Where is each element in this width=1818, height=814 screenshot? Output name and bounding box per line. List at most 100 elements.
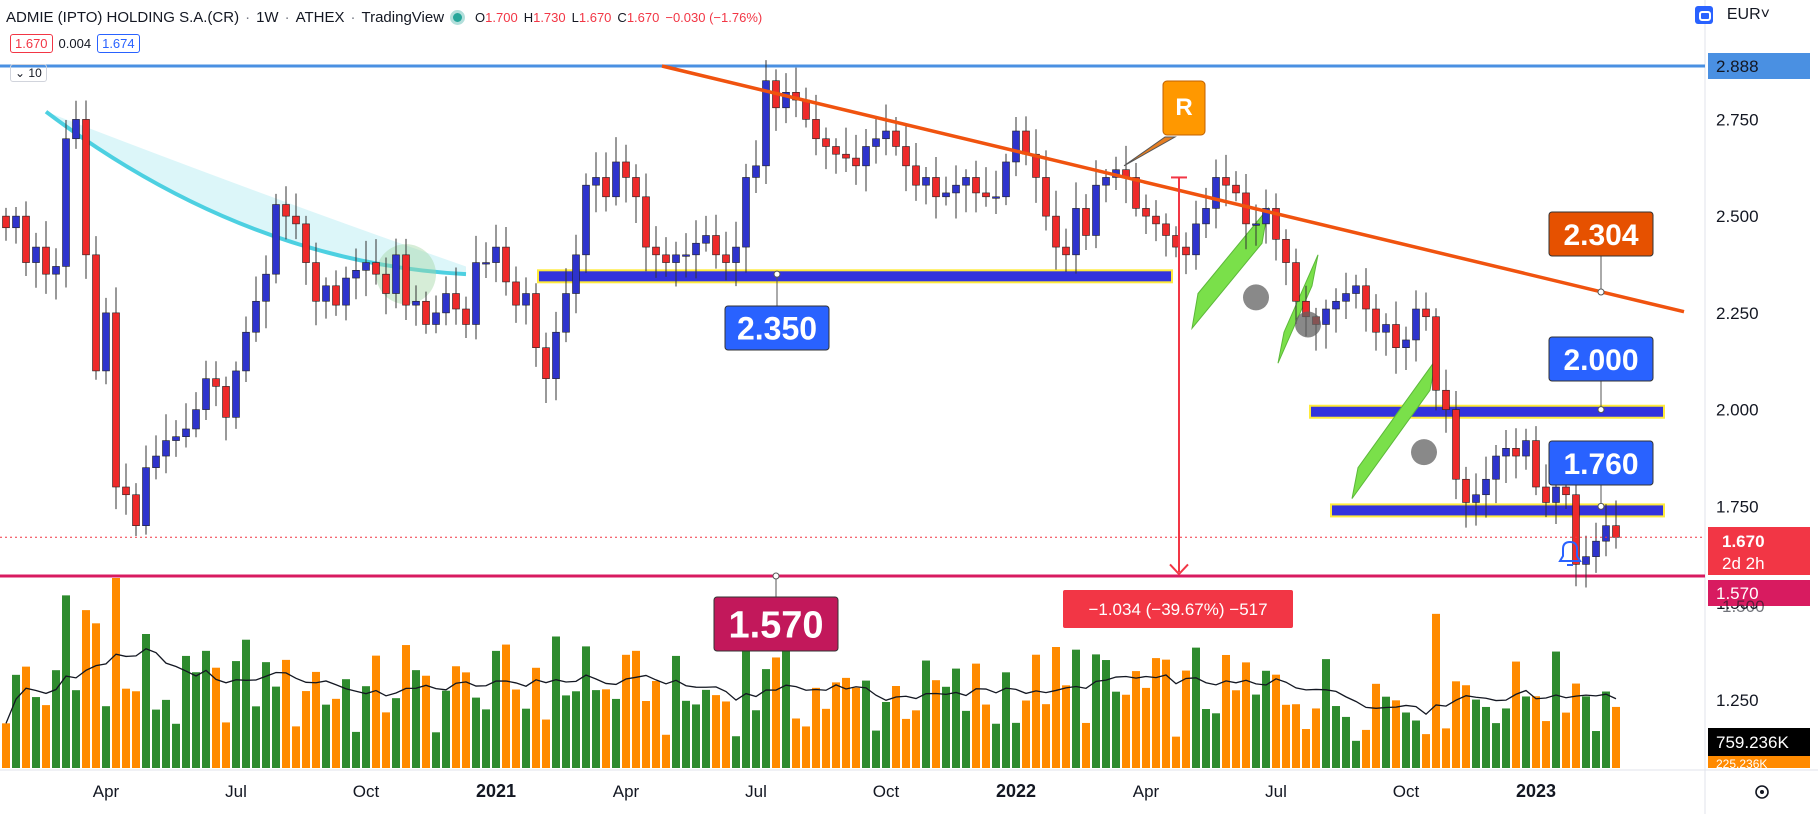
volume-bar: [1552, 651, 1560, 768]
x-tick-label: Apr: [613, 782, 640, 801]
volume-bar: [892, 686, 900, 768]
volume-bar: [142, 634, 150, 768]
candle: [192, 392, 200, 438]
ask-button[interactable]: 1.674: [97, 34, 140, 53]
volume-bar: [1412, 720, 1420, 768]
volume-bar: [372, 655, 380, 768]
price-axis-bg: [1705, 0, 1818, 814]
volume-bar: [512, 689, 520, 768]
candle: [372, 239, 380, 285]
volume-bar: [562, 695, 570, 768]
candle: [882, 104, 890, 156]
candle: [952, 165, 960, 219]
bid-button[interactable]: 1.670: [10, 34, 53, 53]
volume-bar: [612, 698, 620, 768]
volume-bar: [602, 689, 610, 768]
resistance-marker-label: R: [1175, 94, 1192, 121]
candle: [1542, 464, 1550, 518]
volume-bar: [1042, 704, 1050, 768]
volume-bar: [1282, 704, 1290, 768]
volume-bar: [102, 706, 110, 768]
bell-icon[interactable]: [1558, 540, 1582, 566]
candle: [32, 232, 40, 288]
label-2304[interactable]: 2.304: [1548, 211, 1654, 296]
candle: [982, 167, 990, 207]
volume-bar: [42, 705, 50, 768]
gear-icon[interactable]: [1755, 785, 1769, 799]
volume-bar: [362, 686, 370, 768]
zone-1760[interactable]: [1330, 503, 1665, 518]
volume-bar: [932, 680, 940, 768]
volume-bar: [1002, 672, 1010, 768]
currency-selector[interactable]: EUR˅: [1726, 6, 1770, 23]
candle: [852, 134, 860, 185]
volume-bar: [1462, 685, 1470, 768]
x-tick-label: 2022: [996, 781, 1036, 801]
volume-bar: [522, 708, 530, 768]
ohlc-high: H1.730: [523, 9, 566, 25]
candle: [1192, 200, 1200, 270]
volume-bar: [272, 686, 280, 768]
last-price-text: 1.670: [1722, 532, 1765, 551]
candle: [332, 270, 340, 316]
candle: [122, 463, 130, 515]
candle: [932, 156, 940, 219]
volume-bar: [432, 732, 440, 768]
candle: [1062, 228, 1070, 272]
candle: [1082, 194, 1090, 251]
pivot-circle: [1411, 439, 1437, 466]
volume-bar: [472, 697, 480, 768]
volume-bar: [282, 659, 290, 768]
resistance-marker[interactable]: R: [1123, 80, 1206, 167]
volume-bar: [1452, 681, 1460, 768]
zone-2000[interactable]: [1309, 404, 1665, 419]
volume-bar: [1432, 613, 1440, 768]
candle: [1432, 308, 1440, 411]
countdown-text: 2d 2h: [1722, 554, 1765, 573]
volume-bar: [182, 655, 190, 768]
candle: [422, 291, 430, 334]
candle: [42, 221, 50, 294]
label-1760[interactable]: 1.760: [1548, 440, 1654, 510]
channel-3[interactable]: [1351, 359, 1437, 499]
candle: [972, 160, 980, 213]
volume-bar: [552, 636, 560, 768]
candle: [1232, 171, 1240, 202]
candle: [22, 201, 30, 277]
volume-bar: [192, 672, 200, 768]
compare-icon[interactable]: [1694, 6, 1713, 24]
volume-bar: [442, 690, 450, 768]
candle: [132, 483, 140, 537]
symbol-name[interactable]: ADMIE (IPTO) HOLDING S.A.(CR): [6, 8, 240, 26]
volume-bar: [1422, 734, 1430, 768]
candle: [442, 276, 450, 326]
volume-bar: [412, 670, 420, 768]
axis-tag-volume: 759.236K: [1708, 728, 1810, 756]
support-zone-2350[interactable]: [537, 269, 1173, 284]
candle: [52, 248, 60, 300]
volume-bar: [912, 710, 920, 768]
interval-label[interactable]: 1W: [256, 8, 279, 26]
label-2350[interactable]: 2.350: [724, 270, 830, 351]
volume-bar: [112, 578, 120, 768]
candle: [1492, 445, 1500, 504]
channel-2[interactable]: [1277, 254, 1319, 364]
label-1570[interactable]: 1.570: [713, 572, 839, 652]
candle: [1162, 213, 1170, 257]
volume-bar: [1192, 647, 1200, 768]
volume-bar: [1302, 729, 1310, 768]
candle: [622, 144, 630, 203]
volume-bar: [1502, 708, 1510, 768]
x-tick-label: Jul: [745, 782, 767, 801]
label-2000[interactable]: 2.000: [1548, 336, 1654, 414]
candle: [642, 173, 650, 272]
candle: [1442, 369, 1450, 433]
candle: [1222, 154, 1230, 207]
candle: [802, 87, 810, 128]
volume-ma-legend[interactable]: ⌄ 10: [10, 64, 47, 82]
trendline[interactable]: [661, 64, 1685, 314]
volume-bar: [1222, 654, 1230, 768]
volume-bar: [1082, 722, 1090, 768]
volume-bar: [1532, 696, 1540, 768]
